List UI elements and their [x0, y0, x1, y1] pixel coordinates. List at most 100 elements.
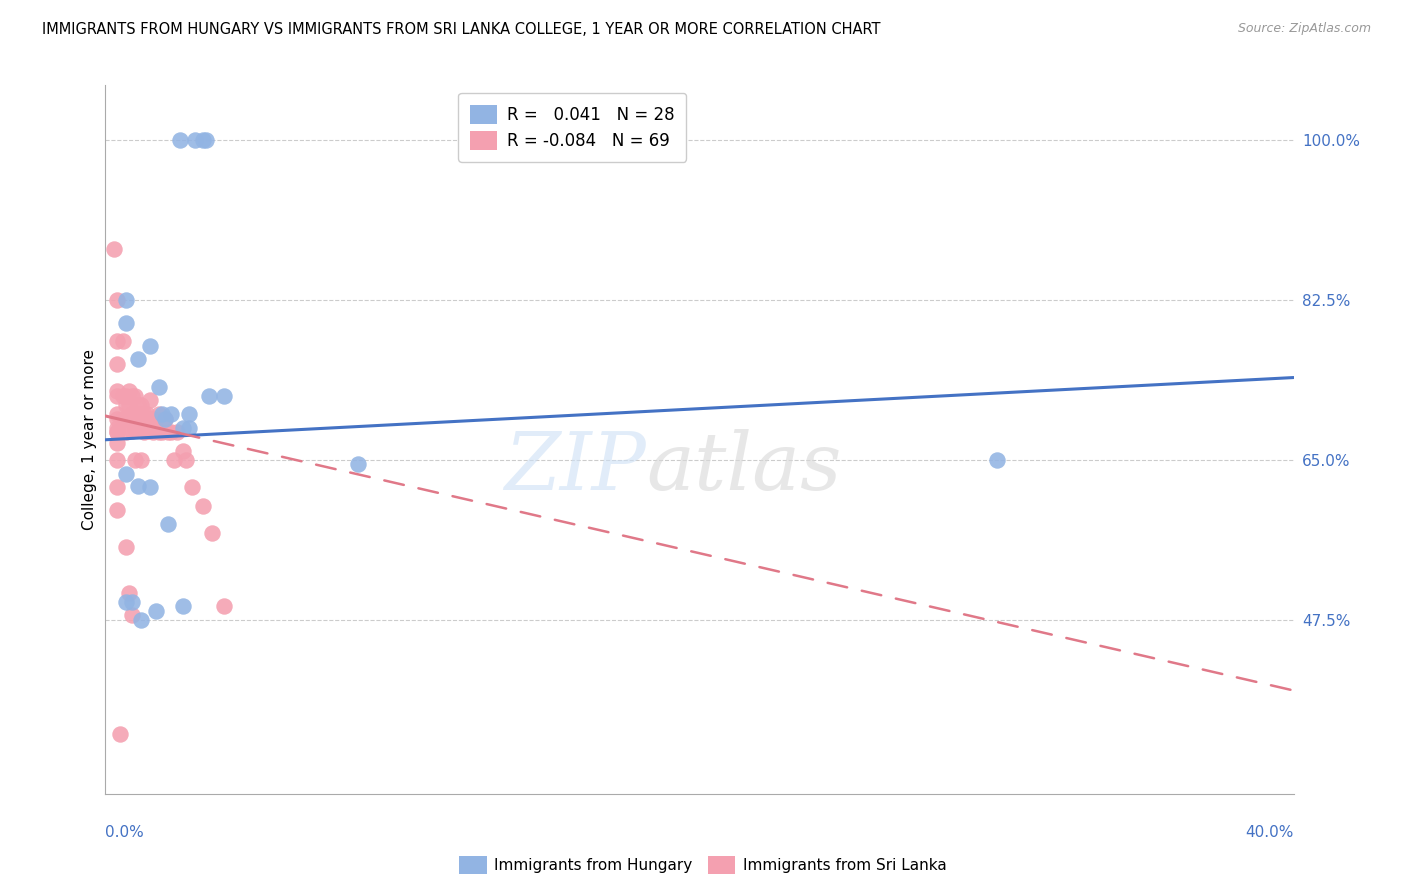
- Point: [177, 407, 200, 421]
- Point: [150, 425, 173, 440]
- Point: [105, 480, 128, 494]
- Point: [145, 411, 167, 425]
- Point: [105, 425, 128, 440]
- Point: [145, 604, 167, 618]
- Point: [156, 425, 179, 440]
- Point: [132, 425, 155, 440]
- Point: [172, 443, 194, 458]
- Point: [163, 453, 186, 467]
- Point: [110, 727, 132, 741]
- Text: atlas: atlas: [645, 429, 841, 507]
- Point: [105, 334, 128, 348]
- Point: [124, 411, 146, 425]
- Point: [214, 389, 236, 403]
- Point: [105, 384, 128, 399]
- Point: [129, 453, 152, 467]
- Point: [115, 467, 138, 481]
- Text: IMMIGRANTS FROM HUNGARY VS IMMIGRANTS FROM SRI LANKA COLLEGE, 1 YEAR OR MORE COR: IMMIGRANTS FROM HUNGARY VS IMMIGRANTS FR…: [42, 22, 880, 37]
- Point: [115, 411, 138, 425]
- Point: [105, 453, 128, 467]
- Point: [183, 133, 205, 147]
- Point: [142, 425, 165, 440]
- Point: [115, 316, 138, 330]
- Point: [986, 453, 1008, 467]
- Point: [139, 411, 162, 425]
- Point: [121, 407, 143, 421]
- Point: [129, 398, 152, 412]
- Point: [139, 424, 162, 438]
- Point: [139, 338, 162, 352]
- Point: [169, 133, 191, 147]
- Point: [112, 389, 135, 403]
- Point: [124, 421, 146, 435]
- Point: [105, 503, 128, 517]
- Point: [115, 540, 138, 554]
- Point: [150, 407, 173, 421]
- Point: [132, 411, 155, 425]
- Point: [148, 380, 170, 394]
- Point: [159, 407, 181, 421]
- Point: [118, 585, 141, 599]
- Legend: R =   0.041   N = 28, R = -0.084   N = 69: R = 0.041 N = 28, R = -0.084 N = 69: [458, 93, 686, 161]
- Point: [103, 243, 125, 257]
- Point: [105, 411, 128, 425]
- Point: [115, 595, 138, 609]
- Point: [129, 613, 152, 627]
- Text: ZIP: ZIP: [505, 429, 645, 507]
- Point: [121, 608, 143, 623]
- Point: [105, 357, 128, 371]
- Point: [142, 411, 165, 425]
- Point: [115, 293, 138, 307]
- Point: [195, 133, 218, 147]
- Legend: Immigrants from Hungary, Immigrants from Sri Lanka: Immigrants from Hungary, Immigrants from…: [453, 850, 953, 880]
- Point: [214, 599, 236, 614]
- Point: [118, 384, 141, 399]
- Text: 0.0%: 0.0%: [105, 825, 145, 840]
- Point: [115, 398, 138, 412]
- Point: [136, 407, 159, 421]
- Point: [159, 425, 181, 440]
- Point: [129, 407, 152, 421]
- Point: [198, 389, 221, 403]
- Point: [177, 421, 200, 435]
- Point: [105, 407, 128, 421]
- Point: [121, 389, 143, 403]
- Point: [127, 411, 149, 425]
- Point: [105, 389, 128, 403]
- Point: [105, 436, 128, 450]
- Point: [172, 421, 194, 435]
- Point: [105, 425, 128, 440]
- Point: [129, 421, 152, 435]
- Point: [174, 453, 197, 467]
- Point: [193, 499, 215, 513]
- Point: [115, 389, 138, 403]
- Point: [156, 516, 179, 531]
- Point: [153, 411, 176, 425]
- Point: [172, 599, 194, 614]
- Point: [148, 407, 170, 421]
- Y-axis label: College, 1 year or more: College, 1 year or more: [82, 349, 97, 530]
- Point: [118, 411, 141, 425]
- Point: [201, 526, 224, 541]
- Point: [180, 480, 202, 494]
- Point: [127, 352, 149, 367]
- Point: [121, 411, 143, 425]
- Point: [121, 595, 143, 609]
- Point: [124, 453, 146, 467]
- Point: [112, 411, 135, 425]
- Point: [132, 407, 155, 421]
- Point: [139, 393, 162, 408]
- Point: [112, 334, 135, 348]
- Point: [148, 425, 170, 440]
- Text: Source: ZipAtlas.com: Source: ZipAtlas.com: [1237, 22, 1371, 36]
- Point: [166, 425, 188, 440]
- Point: [193, 133, 215, 147]
- Text: 40.0%: 40.0%: [1246, 825, 1294, 840]
- Point: [115, 425, 138, 440]
- Point: [153, 411, 176, 425]
- Point: [136, 424, 159, 438]
- Point: [124, 407, 146, 421]
- Point: [124, 389, 146, 403]
- Point: [139, 480, 162, 494]
- Point: [127, 478, 149, 492]
